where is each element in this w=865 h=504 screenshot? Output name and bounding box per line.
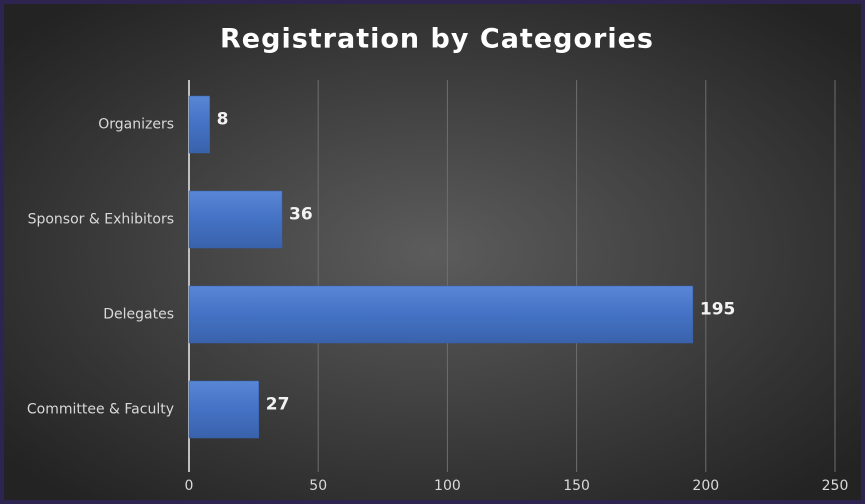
x-tick-label: 150 xyxy=(563,478,590,494)
x-tick-label: 100 xyxy=(434,478,461,494)
bar xyxy=(188,190,283,249)
y-tick-label: Sponsor & Exhibitors xyxy=(28,212,174,228)
bar xyxy=(188,380,260,439)
data-label: 195 xyxy=(700,300,736,320)
x-tick-label: 200 xyxy=(692,478,719,494)
bar xyxy=(188,95,210,154)
chart-background xyxy=(4,4,861,500)
bar xyxy=(188,285,694,344)
x-tick-label: 0 xyxy=(185,478,194,494)
y-tick-label: Delegates xyxy=(103,307,174,323)
x-tick-label: 250 xyxy=(822,478,849,494)
y-tick-label: Committee & Faculty xyxy=(27,402,174,418)
chart-title: Registration by Categories xyxy=(220,24,654,55)
y-tick-label: Organizers xyxy=(98,117,174,133)
x-tick-label: 50 xyxy=(309,478,327,494)
data-label: 27 xyxy=(266,395,290,415)
data-label: 8 xyxy=(217,110,229,130)
data-label: 36 xyxy=(289,205,313,225)
